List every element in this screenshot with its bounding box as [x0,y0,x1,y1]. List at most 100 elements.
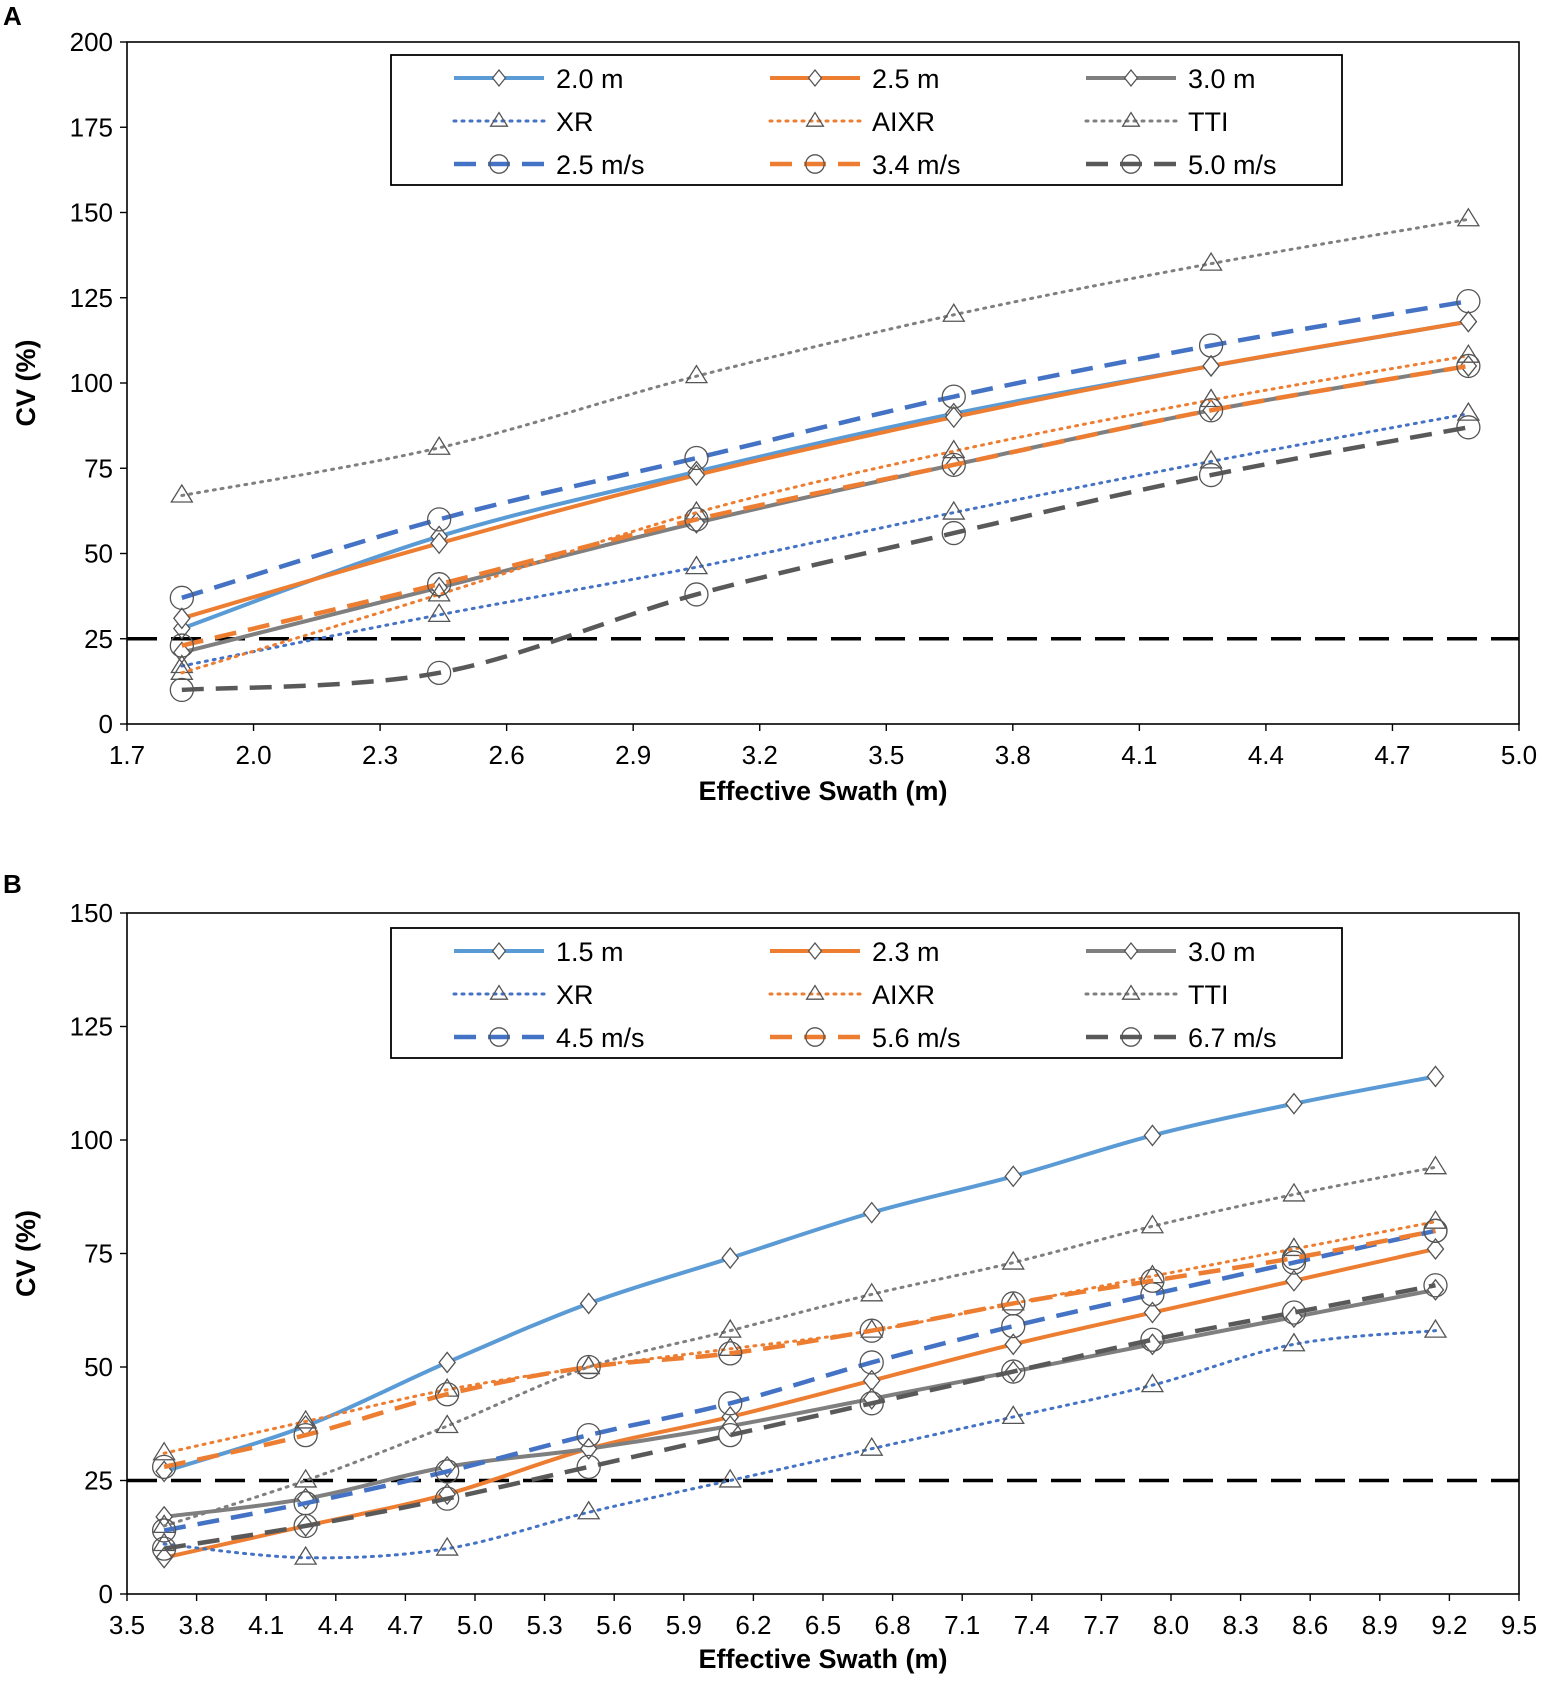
legend-diamond-icon [807,941,823,961]
data-point-circle [1198,462,1224,488]
series-line [181,425,1469,693]
data-point-diamond [1426,1237,1445,1261]
legend-diamond-icon [1123,68,1139,88]
data-point-diamond [1426,1065,1445,1088]
data-point-diamond [721,1414,740,1438]
x-tick-label: 6.8 [875,1610,911,1640]
data-point-circle [1456,415,1481,440]
y-tick-label: 75 [84,1239,113,1269]
legend-label: 2.5 m/s [556,150,645,180]
x-tick-label: 2.3 [362,740,398,770]
series-xr [170,401,1481,674]
series-aixr [170,343,1481,680]
x-tick-label: 7.7 [1083,1610,1119,1640]
series-line [180,412,1470,668]
x-tick-label: 3.2 [742,740,778,770]
x-tick-label: 3.5 [868,740,904,770]
data-point-circle [684,507,709,532]
data-point-diamond [1004,1333,1023,1356]
data-point-triangle [1282,1182,1306,1202]
data-point-circle [684,582,709,607]
legend-item: AIXR [768,980,935,1010]
series-tti [170,207,1481,503]
data-point-triangle [1199,251,1223,271]
data-point-circle [859,1318,884,1343]
legend-label: 2.0 m [556,64,624,94]
data-point-triangle [860,1436,884,1456]
legend-label: 3.4 m/s [872,150,961,180]
series-3-4-m-s [169,353,1481,658]
legend-item: TTI [1084,107,1229,137]
y-tick-label: 200 [70,27,113,57]
x-tick-label: 8.3 [1223,1610,1259,1640]
data-point-triangle [293,1545,318,1565]
data-point-circle [426,660,452,685]
chart-panel-a: A 0 25 50 75 100 125 150 175 200 1.7 2.0 2.3 2.6 2.9 3.… [3,1,1537,806]
data-point-diamond [579,1292,598,1315]
legend-triangle-icon [489,984,509,1000]
data-point-triangle [1282,1332,1306,1352]
data-point-circle [1281,1300,1307,1325]
legend-item: 2.5 m [770,64,940,94]
panel-label: B [3,869,22,899]
legend-triangle-icon [489,111,509,127]
series-line [163,1228,1436,1533]
legend-label: AIXR [872,107,935,137]
data-point-circle [1423,1273,1448,1298]
data-point-triangle [152,1514,176,1534]
y-axis-title: CV (%) [11,340,41,427]
y-tick-label: 75 [84,453,113,483]
legend-box [390,927,1343,1059]
legend-label: 3.0 m [1188,64,1256,94]
x-tick-label: 9.2 [1431,1610,1467,1640]
data-point-circle [576,1422,601,1448]
legend-diamond-icon [807,68,823,88]
y-tick-label: 0 [99,709,113,739]
legend-triangle-icon [1121,111,1141,127]
data-point-circle [1281,1245,1307,1271]
data-point-circle [169,633,194,658]
data-point-circle [435,1459,460,1484]
legend-label: XR [556,980,594,1010]
series-line [181,363,1469,648]
x-tick-label: 2.0 [235,740,271,770]
y-tick-label: 175 [70,112,113,142]
legend-label: XR [556,107,594,137]
data-point-circle [151,1518,177,1543]
data-point-triangle [435,1536,459,1556]
legend-label: 2.5 m [872,64,940,94]
data-point-circle [293,1513,318,1539]
data-point-circle [293,1422,318,1448]
x-tick-label: 5.6 [596,1610,632,1640]
data-point-triangle [1456,343,1481,363]
x-tick-label: 6.2 [735,1610,771,1640]
data-point-diamond [944,406,963,429]
x-tick-label: 2.9 [615,740,651,770]
data-point-diamond [687,464,706,487]
legend-triangle-icon [805,984,825,1000]
data-point-triangle [1140,1214,1165,1234]
data-point-triangle [427,436,451,455]
data-point-circle [1140,1268,1165,1293]
legend-triangle-icon [805,111,825,127]
x-tick-label: 5.9 [666,1610,702,1640]
legend-label: 5.6 m/s [872,1023,961,1053]
y-tick-label: 0 [99,1579,113,1609]
data-point-circle [435,1486,460,1511]
legend-label: 3.0 m [1188,937,1256,967]
x-tick-label: 5.0 [1501,740,1537,770]
data-point-circle [1198,333,1224,358]
legend-label: TTI [1188,107,1229,137]
series-xr [152,1318,1448,1565]
legend-label: 6.7 m/s [1188,1023,1277,1053]
data-point-triangle [427,603,451,622]
x-tick-label: 3.8 [995,740,1031,770]
series-3-0-m [155,1278,1445,1528]
y-tick-label: 125 [70,1012,113,1042]
data-point-circle [435,1382,460,1407]
data-point-triangle [1423,1209,1448,1229]
data-point-triangle [684,555,709,575]
series-line [163,1228,1436,1470]
chart-panel-b: B 0 25 50 75 100 125 150 3.5 3.8 4.1 4.4 4.7 5.0 5.3 5.… [3,869,1537,1674]
